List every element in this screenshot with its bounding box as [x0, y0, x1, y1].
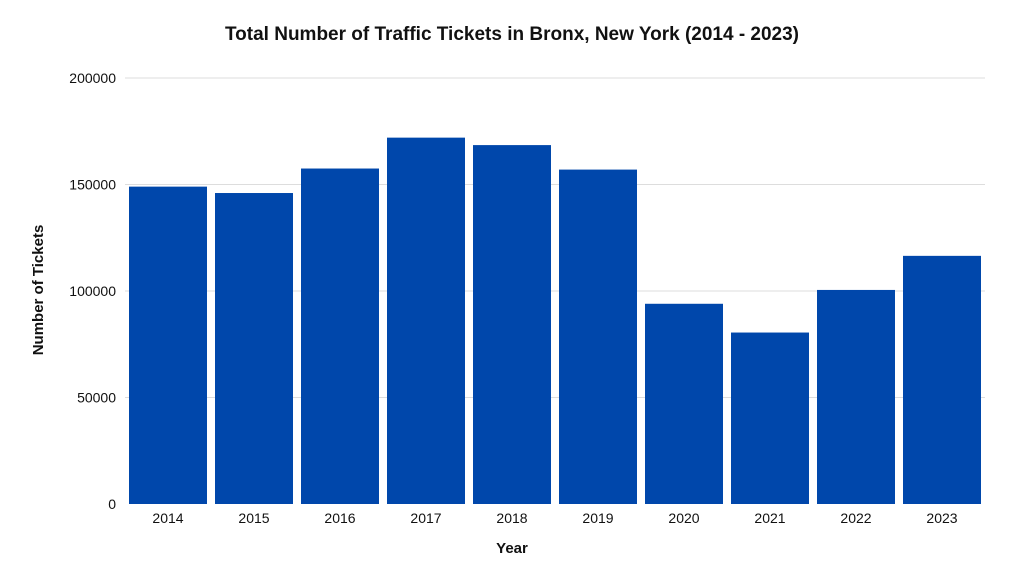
x-tick-label: 2020	[668, 510, 699, 526]
bar-2015	[215, 193, 293, 504]
x-tick-label: 2023	[926, 510, 957, 526]
bar-layer	[129, 137, 981, 504]
x-tick-label: 2021	[754, 510, 785, 526]
bar-2021	[731, 332, 809, 504]
bar-2020	[645, 303, 723, 504]
x-tick-label: 2016	[324, 510, 355, 526]
x-axis-title: Year	[496, 540, 528, 557]
x-tick-label: 2015	[238, 510, 269, 526]
bar-2016	[301, 168, 379, 504]
y-tick-label: 150000	[69, 177, 116, 193]
chart-title: Total Number of Traffic Tickets in Bronx…	[224, 24, 800, 45]
bar-2018	[473, 145, 551, 504]
x-tick-label: 2022	[840, 510, 871, 526]
x-tick-label: 2019	[582, 510, 613, 526]
bar-2014	[129, 186, 207, 504]
x-tick-label: 2014	[152, 510, 183, 526]
y-axis-title: Number of Tickets	[30, 225, 47, 356]
x-tick-label: 2017	[410, 510, 441, 526]
y-tick-label: 200000	[69, 70, 116, 86]
x-tick-label: 2018	[496, 510, 527, 526]
y-tick-label: 50000	[77, 390, 116, 406]
bar-2023	[903, 255, 981, 504]
y-tick-label: 0	[108, 496, 116, 512]
axis-layer: Year Number of Tickets 0 50000 100000 15000…	[30, 70, 958, 557]
bar-2017	[387, 137, 465, 504]
y-tick-label: 100000	[69, 283, 116, 299]
bar-2019	[559, 169, 637, 504]
bar-2022	[817, 289, 895, 504]
